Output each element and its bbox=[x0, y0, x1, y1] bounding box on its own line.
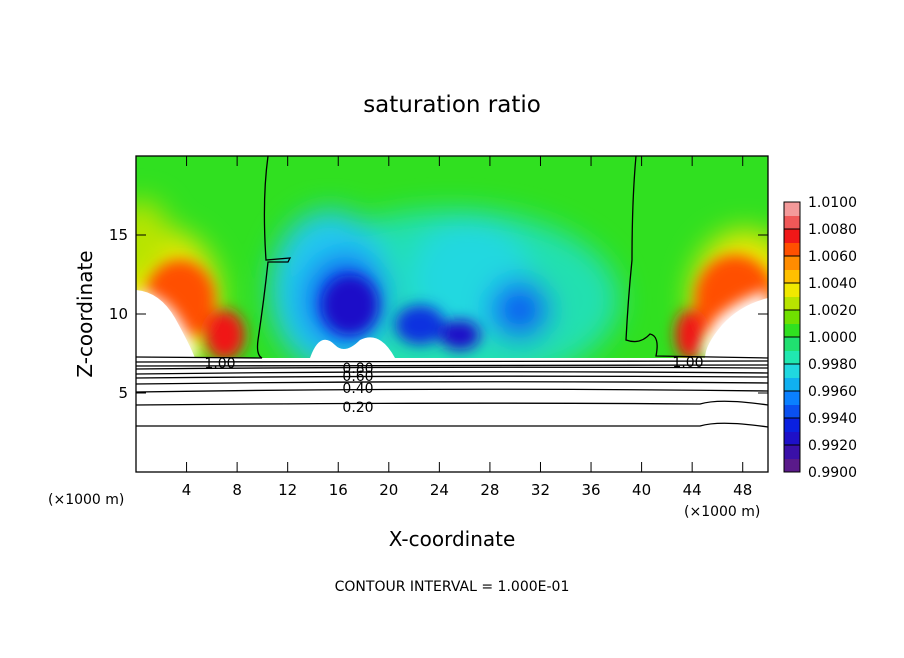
colorbar-label: 1.0040 bbox=[808, 276, 857, 292]
x-tick-label: 20 bbox=[379, 481, 398, 499]
colorbar-swatch bbox=[784, 269, 800, 284]
y-tick-label: 5 bbox=[118, 384, 128, 402]
colorbar-swatch bbox=[784, 445, 800, 459]
contour-label: 1.00 bbox=[672, 355, 703, 371]
x-tick-label: 32 bbox=[531, 481, 550, 499]
x-unit: (×1000 m) bbox=[48, 492, 124, 508]
colorbar-swatch bbox=[784, 296, 800, 311]
colorbar-label: 1.0100 bbox=[808, 195, 857, 211]
contour-label: 0.80 bbox=[342, 361, 373, 377]
colorbar-swatch bbox=[784, 391, 800, 405]
x-tick-label: 48 bbox=[733, 481, 752, 499]
colorbar-swatch bbox=[784, 310, 800, 324]
x-tick-label: 40 bbox=[632, 481, 651, 499]
contour-line bbox=[625, 155, 769, 359]
colorbar-swatch bbox=[784, 364, 800, 378]
footer: CONTOUR INTERVAL = 1.000E-01 bbox=[335, 579, 570, 595]
colorbar-swatch bbox=[784, 229, 800, 243]
colorbar-label: 1.0060 bbox=[808, 249, 857, 265]
contour-label: 0.60 bbox=[342, 369, 373, 385]
x-tick-label: 24 bbox=[430, 481, 449, 499]
contour-line bbox=[135, 388, 769, 393]
contour-line bbox=[135, 375, 769, 379]
colorbar-swatch bbox=[784, 431, 800, 446]
colorbar-swatch bbox=[784, 350, 800, 365]
x-tick-label: 28 bbox=[480, 481, 499, 499]
x-tick-label: 8 bbox=[232, 481, 242, 499]
y-axis-title: Z-coordinate bbox=[73, 250, 97, 377]
colorbar-label: 0.9980 bbox=[808, 357, 857, 373]
colorbar-swatch bbox=[784, 215, 800, 230]
colorbar-swatch bbox=[784, 377, 800, 392]
contour-label: 1.00 bbox=[204, 356, 235, 372]
x-tick-label: 12 bbox=[278, 481, 297, 499]
colorbar-label: 1.0080 bbox=[808, 222, 857, 238]
colorbar-swatch bbox=[784, 337, 800, 351]
colorbar-swatch bbox=[784, 418, 800, 432]
contour-label: 0.20 bbox=[342, 400, 373, 416]
x-axis-title: X-coordinate bbox=[389, 527, 516, 551]
x-tick-label: 4 bbox=[182, 481, 192, 499]
contour-line bbox=[135, 366, 769, 370]
x-tick-label: 44 bbox=[683, 481, 702, 499]
colorbar-label: 0.9940 bbox=[808, 411, 857, 427]
y-tick-label: 15 bbox=[109, 226, 128, 244]
x-tick-label: 16 bbox=[329, 481, 348, 499]
colorbar-swatch bbox=[784, 404, 800, 419]
colorbar-swatch bbox=[784, 242, 800, 257]
colorbar-label: 1.0000 bbox=[808, 330, 857, 346]
colorbar-swatch bbox=[784, 323, 800, 338]
contour-lines bbox=[135, 360, 769, 428]
contour-label: 0.40 bbox=[342, 381, 373, 397]
colorbar-swatch bbox=[784, 202, 800, 216]
chart-title: saturation ratio bbox=[363, 92, 541, 118]
y-tick-label: 10 bbox=[109, 305, 128, 323]
colorbar-label: 1.0020 bbox=[808, 303, 857, 319]
contour-line bbox=[135, 155, 292, 359]
field bbox=[136, 156, 768, 358]
colorbar-label: 0.9960 bbox=[808, 384, 857, 400]
colorbar-swatch bbox=[784, 256, 800, 270]
contour-line bbox=[135, 400, 769, 406]
colorbar-label: 0.9900 bbox=[808, 465, 857, 481]
colorbar-swatch bbox=[784, 283, 800, 297]
colorbar-swatch bbox=[784, 458, 800, 473]
x-tick-label: 36 bbox=[581, 481, 600, 499]
colorbar-label: 0.9920 bbox=[808, 438, 857, 454]
x-unit: (×1000 m) bbox=[684, 504, 760, 520]
